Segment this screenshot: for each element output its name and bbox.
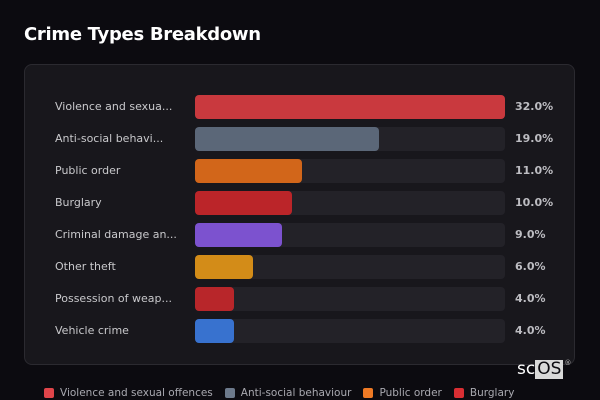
bar-fill[interactable] bbox=[195, 191, 292, 215]
legend-label: Anti-social behaviour bbox=[240, 387, 352, 399]
legend-item[interactable]: Violence and sexual offences bbox=[44, 387, 213, 399]
legend: Violence and sexual offences Anti-social … bbox=[44, 387, 514, 399]
bar-track bbox=[195, 287, 505, 311]
bar-percent: 10.0% bbox=[515, 196, 554, 209]
bar-track bbox=[195, 223, 505, 247]
bar-row: Public order 11.0% bbox=[25, 159, 574, 183]
bar-row: Criminal damage an... 9.0% bbox=[25, 223, 574, 247]
scos-logo: sc OS ® bbox=[517, 359, 571, 379]
bar-row: Burglary 10.0% bbox=[25, 191, 574, 215]
bar-percent: 6.0% bbox=[515, 260, 546, 273]
legend-swatch-icon bbox=[453, 388, 464, 398]
bar-label: Violence and sexua... bbox=[55, 100, 173, 113]
logo-os: OS bbox=[535, 359, 564, 379]
legend-swatch-icon bbox=[44, 388, 54, 398]
bar-label: Other theft bbox=[55, 260, 116, 273]
bar-fill[interactable] bbox=[195, 287, 234, 311]
bar-track bbox=[195, 255, 505, 279]
bar-track bbox=[195, 319, 505, 343]
legend-item[interactable]: Burglary bbox=[453, 387, 515, 399]
chart-card: Violence and sexua... 32.0% Anti-social be… bbox=[24, 64, 575, 365]
chart-title: Crime Types Breakdown bbox=[24, 24, 261, 45]
bar-track bbox=[195, 191, 505, 215]
bar-percent: 9.0% bbox=[515, 228, 546, 241]
bar-label: Criminal damage an... bbox=[55, 228, 177, 241]
bar-fill[interactable] bbox=[195, 223, 283, 247]
bar-row: Other theft 6.0% bbox=[25, 255, 574, 279]
legend-item[interactable]: Anti-social behaviour bbox=[224, 387, 352, 399]
bar-label: Vehicle crime bbox=[55, 324, 129, 337]
bar-fill[interactable] bbox=[195, 319, 234, 343]
bar-label: Possession of weap... bbox=[55, 292, 172, 305]
bar-percent: 32.0% bbox=[515, 100, 554, 113]
bar-label: Anti-social behavi... bbox=[55, 132, 164, 145]
legend-swatch-icon bbox=[363, 388, 374, 398]
bar-percent: 4.0% bbox=[515, 324, 546, 337]
bar-row: Vehicle crime 4.0% bbox=[25, 319, 574, 343]
bar-fill[interactable] bbox=[195, 255, 254, 279]
bar-percent: 4.0% bbox=[515, 292, 546, 305]
bar-row: Possession of weap... 4.0% bbox=[25, 287, 574, 311]
bar-fill[interactable] bbox=[195, 159, 302, 183]
bar-track bbox=[195, 127, 505, 151]
legend-swatch-icon bbox=[224, 388, 235, 398]
bar-label: Burglary bbox=[55, 196, 102, 209]
bar-track bbox=[195, 159, 505, 183]
bar-fill[interactable] bbox=[195, 127, 380, 151]
legend-label: Burglary bbox=[469, 387, 515, 399]
bar-label: Public order bbox=[55, 164, 121, 177]
logo-sc: sc bbox=[517, 359, 536, 379]
legend-item[interactable]: Public order bbox=[363, 387, 442, 399]
bar-percent: 11.0% bbox=[515, 164, 554, 177]
bar-fill[interactable] bbox=[195, 95, 505, 119]
registered-icon: ® bbox=[564, 359, 572, 367]
bar-track bbox=[195, 95, 505, 119]
bar-row: Violence and sexua... 32.0% bbox=[25, 95, 574, 119]
bar-percent: 19.0% bbox=[515, 132, 554, 145]
bar-row: Anti-social behavi... 19.0% bbox=[25, 127, 574, 151]
legend-label: Violence and sexual offences bbox=[60, 387, 213, 399]
legend-label: Public order bbox=[379, 387, 442, 399]
